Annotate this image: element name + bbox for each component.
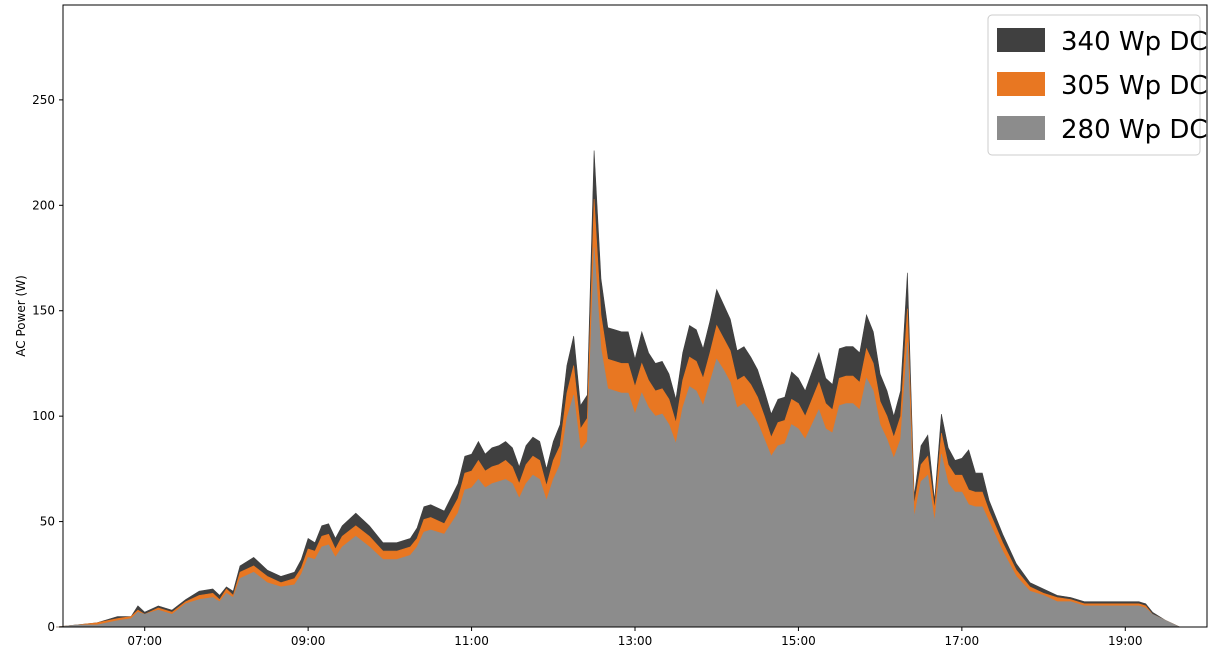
y-axis: 0 50 100 150 200 250	[32, 93, 63, 634]
x-tick-label: 09:00	[291, 634, 326, 648]
y-axis-label: AC Power (W)	[14, 275, 28, 357]
legend-swatch	[997, 116, 1045, 140]
area-series-3	[56, 247, 1201, 628]
x-axis: 07:00 09:00 11:00 13:00 15:00 17:00 19:00	[127, 627, 1143, 648]
x-tick-label: 19:00	[1108, 634, 1143, 648]
y-tick-label: 200	[32, 198, 55, 212]
legend: 340 Wp DC 305 Wp DC 280 Wp DC	[987, 14, 1208, 156]
x-tick-label: 17:00	[945, 634, 980, 648]
y-tick-label: 0	[47, 620, 55, 634]
y-tick-label: 150	[32, 304, 55, 318]
legend-swatch	[997, 72, 1045, 96]
x-tick-label: 11:00	[454, 634, 489, 648]
legend-label: 340 Wp DC	[1061, 27, 1208, 57]
x-tick-label: 15:00	[781, 634, 816, 648]
x-tick-label: 07:00	[127, 634, 162, 648]
series-layer	[56, 150, 1201, 628]
y-tick-label: 50	[40, 515, 55, 529]
y-tick-label: 100	[32, 409, 55, 423]
y-tick-label: 250	[32, 93, 55, 107]
x-tick-label: 13:00	[618, 634, 653, 648]
legend-label: 305 Wp DC	[1061, 71, 1208, 101]
legend-swatch	[997, 28, 1045, 52]
legend-label: 280 Wp DC	[1061, 115, 1208, 145]
